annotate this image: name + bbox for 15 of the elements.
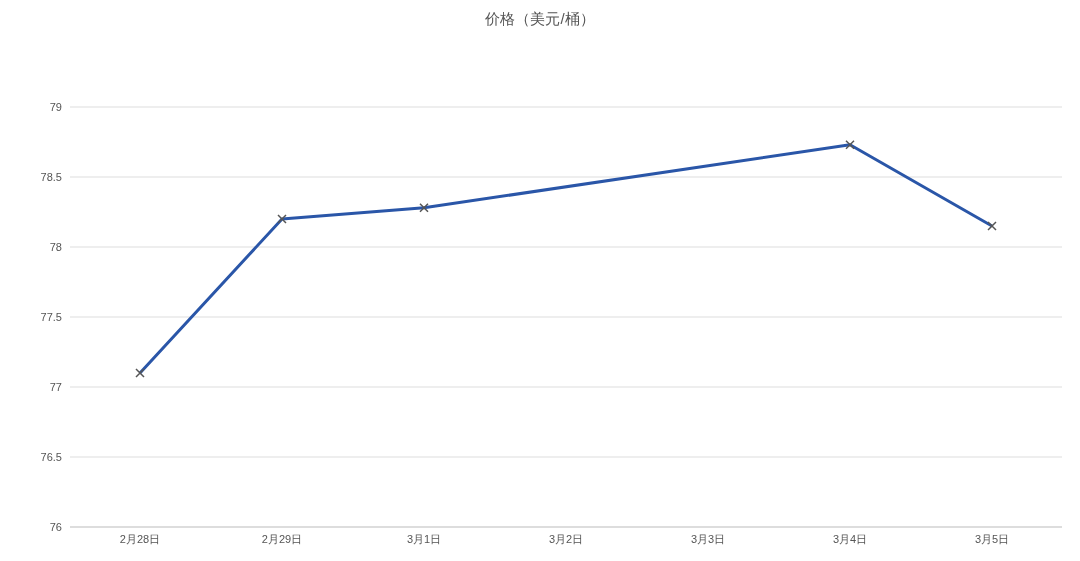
x-tick-label: 3月1日	[406, 532, 442, 545]
y-tick-label: 77	[49, 380, 62, 393]
y-tick-label: 76.5	[40, 450, 62, 463]
x-tick-label: 2月29日	[261, 532, 303, 545]
y-tick-label: 78	[49, 240, 62, 253]
x-tick-label: 3月5日	[974, 532, 1010, 545]
chart-title: 价格（美元/桶）	[484, 9, 596, 29]
y-tick-label: 77.5	[40, 310, 62, 323]
y-tick-label: 79	[49, 100, 62, 113]
x-tick-label: 3月4日	[832, 532, 868, 545]
y-tick-label: 76	[49, 520, 62, 533]
x-tick-label: 2月28日	[119, 532, 161, 545]
x-tick-label: 3月2日	[548, 532, 584, 545]
y-tick-label: 78.5	[40, 170, 62, 183]
x-tick-label: 3月3日	[690, 532, 726, 545]
